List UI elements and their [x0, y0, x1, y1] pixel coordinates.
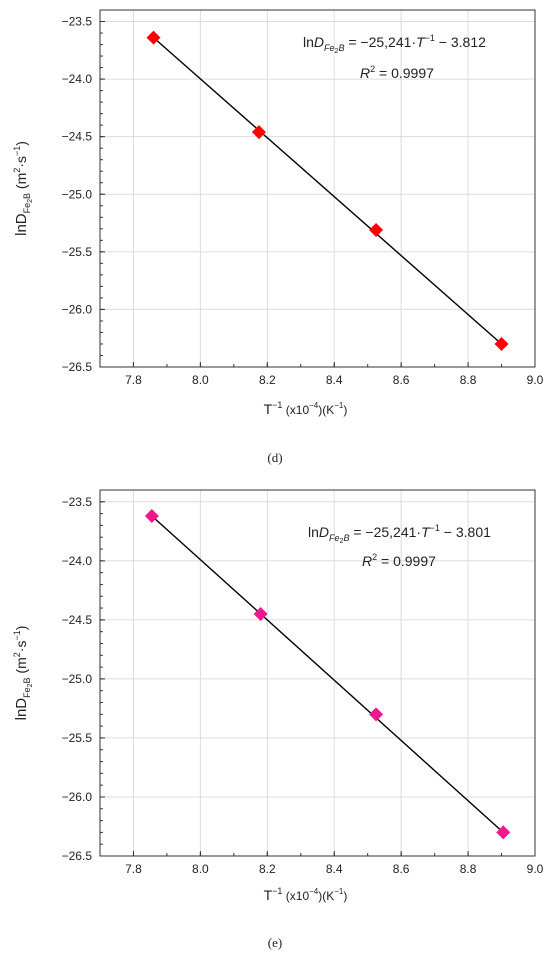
x-axis-title: T−1 (x10−4)(K−1): [264, 400, 348, 417]
x-tick-label: 8.6: [393, 373, 410, 387]
x-tick-label: 8.6: [393, 862, 410, 876]
x-tick-label: 8.8: [460, 373, 477, 387]
plot-frame: [99, 489, 536, 857]
plot-area: [100, 10, 535, 367]
x-tick-label: 7.8: [125, 862, 142, 876]
fit-line: [153, 37, 503, 345]
data-point-diamond: [494, 336, 509, 351]
y-axis-title: lnDFe2B (m2·s−1): [12, 141, 34, 236]
y-tick-label: −23.5: [62, 15, 93, 29]
y-tick-label: −26.5: [62, 849, 93, 863]
chart-panel-e: 7.8 8.0 8.2 8.4 8.6 8.8 9.0 −23.5 −24.0 −24.5 −25.…: [0, 480, 550, 959]
plot-frame: [99, 9, 536, 368]
y-tick-label: −26.5: [62, 360, 93, 374]
y-tick-label: −24.5: [62, 130, 93, 144]
data-point-diamond: [496, 825, 511, 840]
data-point-diamond: [146, 30, 161, 45]
data-point-diamond: [144, 508, 159, 523]
y-tick-label: −25.0: [62, 187, 93, 201]
y-tick-label: −26.0: [62, 302, 93, 316]
y-tick-label: −25.0: [62, 672, 93, 686]
x-tick-label: 8.0: [192, 862, 209, 876]
x-tick-label: 8.4: [326, 862, 343, 876]
chart-panel-d: 7.8 8.0 8.2 8.4 8.6 8.8 9.0 −23.5 −24.0 −24.5 −25.…: [0, 0, 550, 470]
chart-e: 7.8 8.0 8.2 8.4 8.6 8.8 9.0 −23.5 −24.0 −24.5 −25.…: [12, 489, 544, 903]
caption-d: (d): [267, 450, 283, 465]
y-tick-label: −26.0: [62, 790, 93, 804]
y-tick-label: −23.5: [62, 495, 93, 509]
data-point-diamond: [251, 125, 266, 140]
x-tick-label: 8.4: [326, 373, 343, 387]
x-tick-label: 9.0: [527, 862, 544, 876]
x-tick-label: 8.0: [192, 373, 209, 387]
y-axis-title: lnDFe2B (m2·s−1): [12, 626, 34, 721]
fit-line: [151, 515, 504, 833]
x-axis-title: T−1 (x10−4)(K−1): [264, 886, 348, 903]
data-point-diamond: [253, 606, 268, 621]
data-point-diamond: [369, 222, 384, 237]
x-tick-label: 7.8: [125, 373, 142, 387]
x-tick-label: 8.8: [460, 862, 477, 876]
x-tick-label: 9.0: [527, 373, 544, 387]
y-tick-label: −24.5: [62, 613, 93, 627]
fit-equation: lnDFe2B = −25,241·T−1 − 3.801: [308, 523, 491, 545]
caption-e: (e): [267, 935, 283, 950]
y-tick-label: −25.5: [62, 245, 93, 259]
plot-area: [100, 490, 535, 856]
y-tick-label: −24.0: [62, 554, 93, 568]
y-tick-label: −25.5: [62, 731, 93, 745]
r-squared-label: R2 = 0.9997: [362, 552, 436, 569]
y-tick-label: −24.0: [62, 72, 93, 86]
x-tick-label: 8.2: [259, 862, 276, 876]
x-tick-label: 8.2: [259, 373, 276, 387]
r-squared-label: R2 = 0.9997: [360, 64, 434, 81]
chart-d: 7.8 8.0 8.2 8.4 8.6 8.8 9.0 −23.5 −24.0 −24.5 −25.…: [12, 9, 544, 417]
data-point-diamond: [369, 707, 384, 722]
fit-equation: lnDFe2B = −25,241·T−1 − 3.812: [303, 33, 486, 55]
